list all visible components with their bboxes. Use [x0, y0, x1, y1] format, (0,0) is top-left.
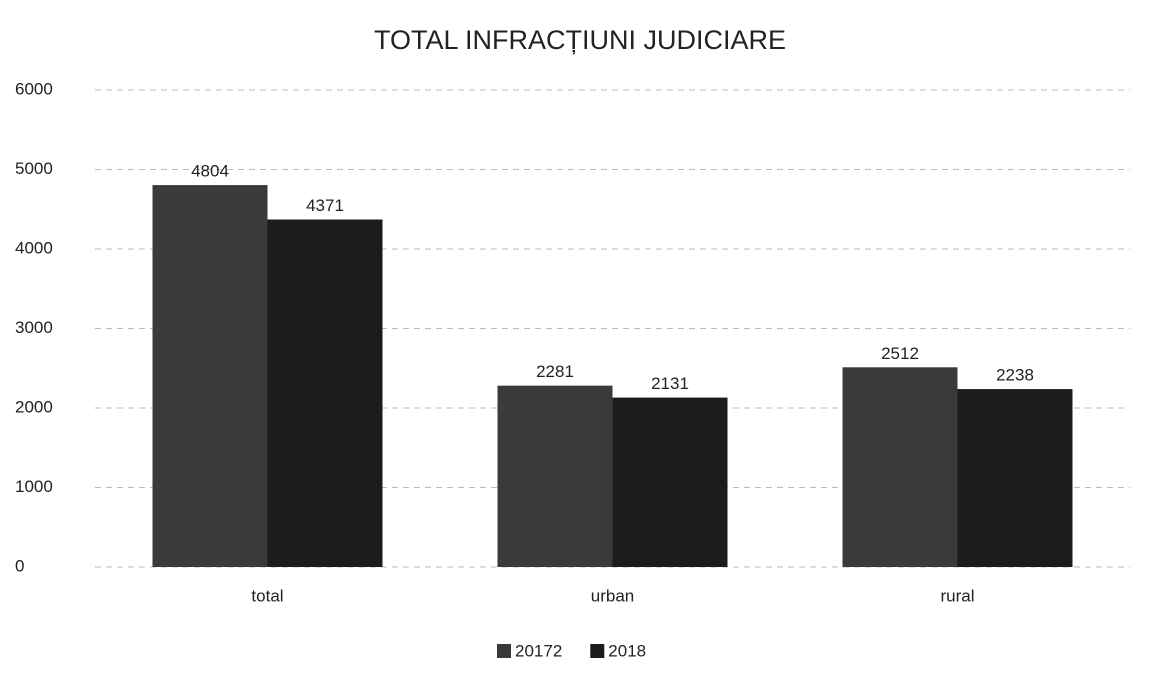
- bar: [497, 385, 613, 567]
- y-tick-label: 4000: [15, 238, 53, 257]
- y-tick-label: 5000: [15, 159, 53, 178]
- legend-swatch: [497, 644, 511, 658]
- x-tick-label: rural: [940, 586, 974, 605]
- bar: [957, 389, 1073, 567]
- y-tick-label: 1000: [15, 477, 53, 496]
- y-tick-label: 3000: [15, 318, 53, 337]
- legend-label: 2018: [608, 641, 646, 660]
- x-tick-label: total: [251, 586, 283, 605]
- data-label: 2512: [881, 344, 919, 363]
- bar: [267, 219, 383, 567]
- y-tick-label: 0: [15, 556, 24, 575]
- legend-swatch: [590, 644, 605, 658]
- x-tick-label: urban: [591, 586, 634, 605]
- legend-label: 20172: [515, 641, 562, 660]
- y-tick-label: 6000: [15, 79, 53, 98]
- data-label: 2238: [996, 366, 1034, 385]
- bar: [842, 367, 958, 567]
- data-label: 2281: [536, 362, 574, 381]
- y-tick-label: 2000: [15, 397, 53, 416]
- bar: [612, 397, 728, 567]
- chart-title: TOTAL INFRACȚIUNI JUDICIARE: [374, 25, 786, 55]
- bar: [152, 185, 268, 567]
- data-label: 4804: [191, 162, 229, 181]
- data-label: 4371: [306, 196, 344, 215]
- data-label: 2131: [651, 374, 689, 393]
